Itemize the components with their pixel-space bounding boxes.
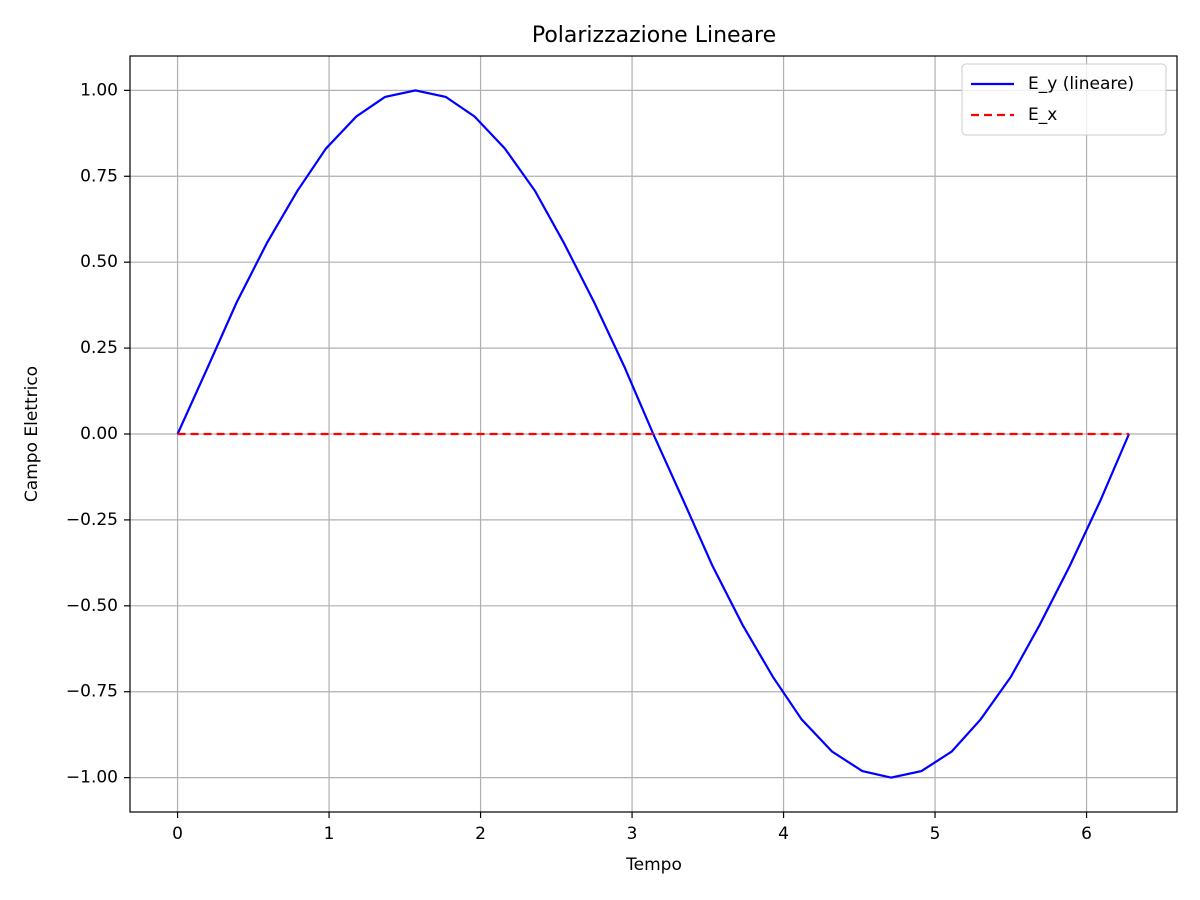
y-tick-label: −1.00 (66, 768, 118, 788)
y-tick-label: −0.50 (66, 596, 118, 616)
y-tick-label: 1.00 (80, 80, 118, 100)
y-tick-label: 0.25 (80, 338, 118, 358)
y-tick-label: 0.00 (80, 424, 118, 444)
x-tick-label: 3 (627, 824, 638, 844)
x-tick-label: 4 (778, 824, 789, 844)
legend-label: E_x (1028, 105, 1057, 125)
chart-title: Polarizzazione Lineare (532, 23, 776, 48)
y-tick-label: 0.75 (80, 166, 118, 186)
y-tick-label: 0.50 (80, 252, 118, 272)
y-tick-label: −0.25 (66, 510, 118, 530)
legend-label: E_y (lineare) (1028, 74, 1134, 94)
x-tick-label: 2 (475, 824, 486, 844)
x-tick-label: 1 (324, 824, 335, 844)
x-tick-label: 0 (172, 824, 183, 844)
x-axis-label: Tempo (625, 855, 682, 875)
y-axis-label: Campo Elettrico (22, 366, 42, 502)
legend-box (961, 63, 1167, 136)
plot-frame (129, 55, 1178, 813)
x-tick-label: 6 (1081, 824, 1092, 844)
y-tick-label: −0.75 (66, 682, 118, 702)
x-tick-label: 5 (930, 824, 941, 844)
